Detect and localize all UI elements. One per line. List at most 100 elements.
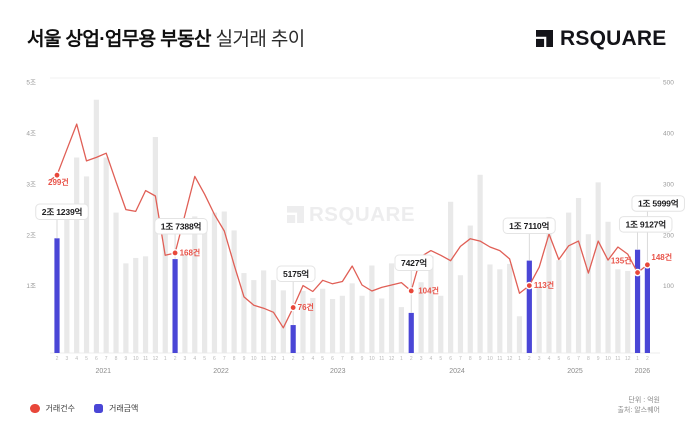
callout-amount-text: 5175억 — [283, 268, 309, 279]
bar — [74, 157, 80, 353]
month-tick-label: 1 — [164, 356, 167, 362]
bar — [280, 290, 286, 353]
month-tick-label: 9 — [124, 356, 127, 362]
legend-amount-marker-icon — [93, 404, 103, 413]
bar — [261, 270, 267, 353]
month-tick-label: 5 — [557, 356, 560, 362]
month-tick-label: 9 — [597, 356, 600, 362]
count-annotation-label: 148건 — [651, 252, 672, 262]
bar — [605, 221, 611, 353]
bar — [113, 212, 119, 353]
bar — [536, 286, 542, 353]
line-marker-dot — [407, 287, 416, 295]
callout-amount-text: 7427억 — [401, 257, 427, 268]
bar — [329, 299, 336, 353]
bar-highlighted — [634, 249, 641, 353]
bar — [428, 256, 434, 353]
month-tick-label: 2 — [56, 356, 59, 362]
month-tick-label: 10 — [251, 356, 257, 362]
month-tick-label: 10 — [487, 356, 493, 362]
callout-amount-text: 2조 1239억 — [42, 206, 83, 217]
line-count-series — [49, 123, 648, 329]
legend-count-label: 거래건수 — [45, 404, 75, 413]
line-marker-dot — [171, 249, 179, 257]
left-axis-tick-label: 2조 — [26, 231, 36, 239]
month-tick-label: 4 — [548, 356, 551, 362]
month-tick-label: 7 — [105, 356, 108, 362]
amount-callouts: 2조 1239억 1조 7388억 5175억 7427억 1조 7110억 1조 912… — [35, 195, 685, 282]
bar — [123, 263, 129, 353]
bar — [152, 137, 158, 353]
callout-amount-text: 1조 7110억 — [509, 220, 549, 231]
month-tick-label: 3 — [420, 356, 423, 362]
bar — [142, 256, 149, 353]
bar — [487, 264, 493, 353]
count-annotation-label: 76건 — [298, 302, 314, 312]
month-tick-label: 12 — [153, 356, 159, 362]
x-axis-labels: 2 3 4 5 6 7 8 9 10 11 12 1 2 3 4 5 6 7 8 9 10 11 12 1 2 3 4 5 6 7 8 9 10… — [56, 356, 651, 375]
bar-highlighted — [644, 266, 650, 353]
bar — [270, 280, 277, 353]
line-marker-dot — [289, 303, 297, 312]
left-axis-tick-label: 3조 — [26, 180, 36, 188]
year-tick-label: 2024 — [449, 368, 465, 375]
right-axis-tick-label: 100 — [663, 283, 674, 290]
bar — [339, 295, 345, 353]
month-tick-label: 9 — [479, 356, 482, 362]
legend-count-marker-icon — [30, 403, 40, 414]
month-tick-label: 6 — [95, 356, 98, 362]
month-tick-label: 3 — [302, 356, 305, 362]
month-tick-label: 6 — [331, 356, 334, 362]
month-tick-label: 8 — [233, 356, 236, 362]
month-tick-label: 12 — [271, 356, 277, 362]
count-annotation-label: 135건 — [611, 256, 632, 266]
callout-box — [618, 216, 673, 233]
month-tick-label: 6 — [449, 356, 452, 362]
month-tick-label: 5 — [85, 356, 88, 362]
line-marker-dot — [525, 281, 534, 290]
bar — [585, 234, 591, 353]
count-annotation-label: 113건 — [534, 280, 554, 290]
watermark-text: RSQUARE — [309, 203, 415, 226]
month-tick-label: 2 — [410, 356, 413, 362]
chart-title-emphasis: 서울 상업·업무용 부동산 — [27, 29, 211, 50]
bar — [457, 275, 464, 353]
bar — [615, 269, 621, 353]
left-axis-tick-label: 1조 — [26, 282, 36, 290]
month-tick-label: 12 — [389, 356, 395, 362]
month-tick-label: 10 — [605, 356, 611, 362]
line-marker-dot — [643, 261, 652, 269]
callout-amount-text: 1조 5999억 — [638, 197, 679, 208]
month-tick-label: 8 — [469, 356, 472, 362]
bar — [349, 283, 355, 353]
month-tick-label: 10 — [133, 356, 139, 362]
bar — [448, 201, 454, 353]
callout-box — [631, 195, 685, 212]
bar — [133, 257, 139, 353]
month-tick-label: 2 — [292, 356, 295, 362]
count-annotation-label: 299건 — [48, 177, 69, 187]
bar — [516, 316, 523, 353]
bar — [320, 288, 326, 353]
bar — [231, 230, 237, 353]
bar — [369, 265, 375, 353]
month-tick-label: 3 — [538, 356, 541, 362]
month-tick-label: 12 — [507, 356, 513, 362]
month-tick-label: 7 — [341, 356, 344, 362]
year-tick-label: 2023 — [330, 368, 346, 375]
callout-amount-text: 1조 9127억 — [625, 218, 666, 229]
bar — [477, 174, 483, 353]
bar — [388, 263, 395, 353]
month-tick-label: 4 — [311, 356, 314, 362]
source-note: 출처: 알스퀘어 — [617, 407, 660, 414]
bar-highlighted — [408, 312, 414, 353]
bar — [546, 216, 552, 353]
callout-box — [502, 217, 556, 234]
right-axis-tick-label: 500 — [663, 80, 674, 87]
month-tick-label: 8 — [587, 356, 590, 362]
bar — [93, 99, 99, 354]
month-tick-label: 1 — [518, 356, 521, 362]
callout-amount-text: 1조 7388억 — [161, 220, 202, 231]
month-tick-label: 7 — [459, 356, 462, 362]
